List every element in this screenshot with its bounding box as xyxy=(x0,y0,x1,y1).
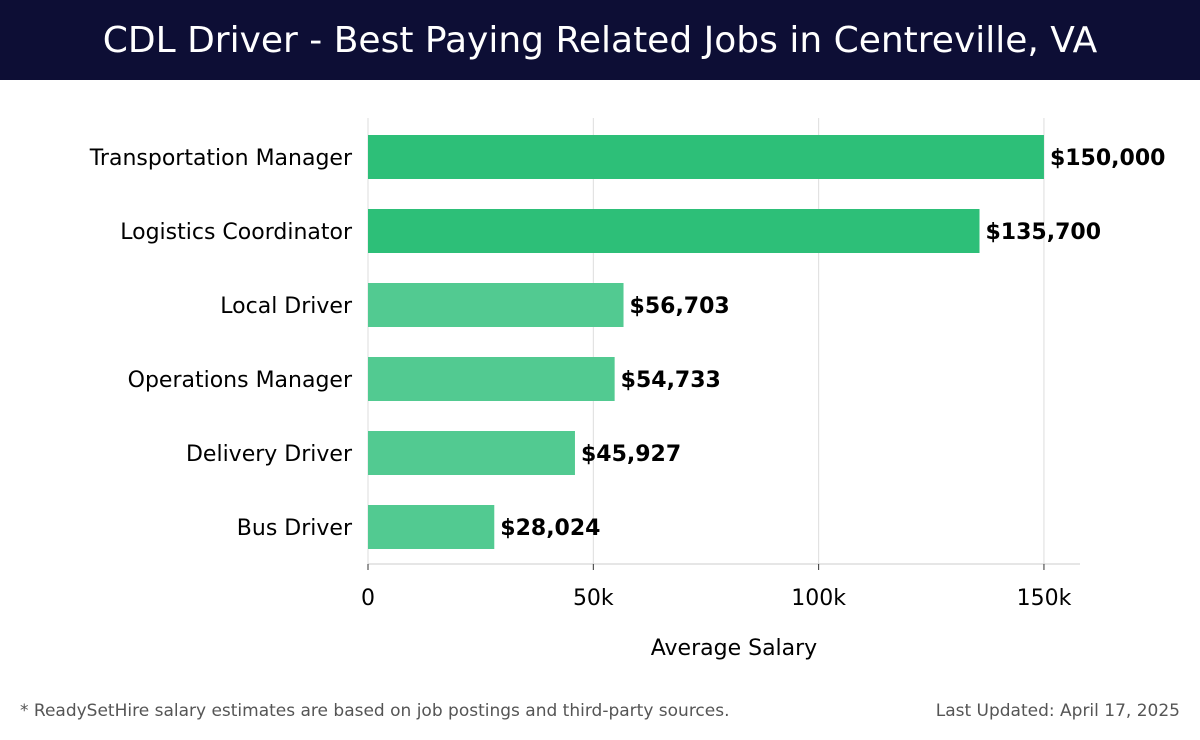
value-label: $56,703 xyxy=(630,294,730,319)
footer-note: * ReadySetHire salary estimates are base… xyxy=(20,701,730,721)
last-updated: Last Updated: April 17, 2025 xyxy=(935,701,1180,721)
bar xyxy=(368,505,495,549)
value-label: $150,000 xyxy=(1050,146,1166,171)
x-tick-label: 100k xyxy=(791,586,846,611)
x-axis-title: Average Salary xyxy=(651,636,817,661)
x-tick-label: 50k xyxy=(573,586,614,611)
bar xyxy=(368,135,1044,179)
bars xyxy=(368,135,1044,549)
value-label: $45,927 xyxy=(581,442,681,467)
category-label: Local Driver xyxy=(220,294,353,319)
category-label: Logistics Coordinator xyxy=(120,220,353,245)
bar xyxy=(368,283,624,327)
category-label: Delivery Driver xyxy=(186,442,353,467)
bar xyxy=(368,357,615,401)
bar xyxy=(368,209,980,253)
category-label: Transportation Manager xyxy=(89,146,353,171)
category-label: Operations Manager xyxy=(128,368,353,393)
title-banner: CDL Driver - Best Paying Related Jobs in… xyxy=(0,0,1200,80)
value-label: $54,733 xyxy=(621,368,721,393)
x-tick-label: 150k xyxy=(1017,586,1072,611)
labels: Transportation Manager $150,000 Logistics … xyxy=(89,146,1166,541)
chart-title: CDL Driver - Best Paying Related Jobs in… xyxy=(102,19,1098,61)
grid-lines xyxy=(367,118,1045,564)
bar xyxy=(368,431,575,475)
x-tick-label: 0 xyxy=(361,586,375,611)
category-label: Bus Driver xyxy=(237,516,353,541)
value-label: $28,024 xyxy=(500,516,600,541)
value-label: $135,700 xyxy=(986,220,1102,245)
x-axis: 0 50k 100k 150k Average Salary xyxy=(361,563,1080,661)
